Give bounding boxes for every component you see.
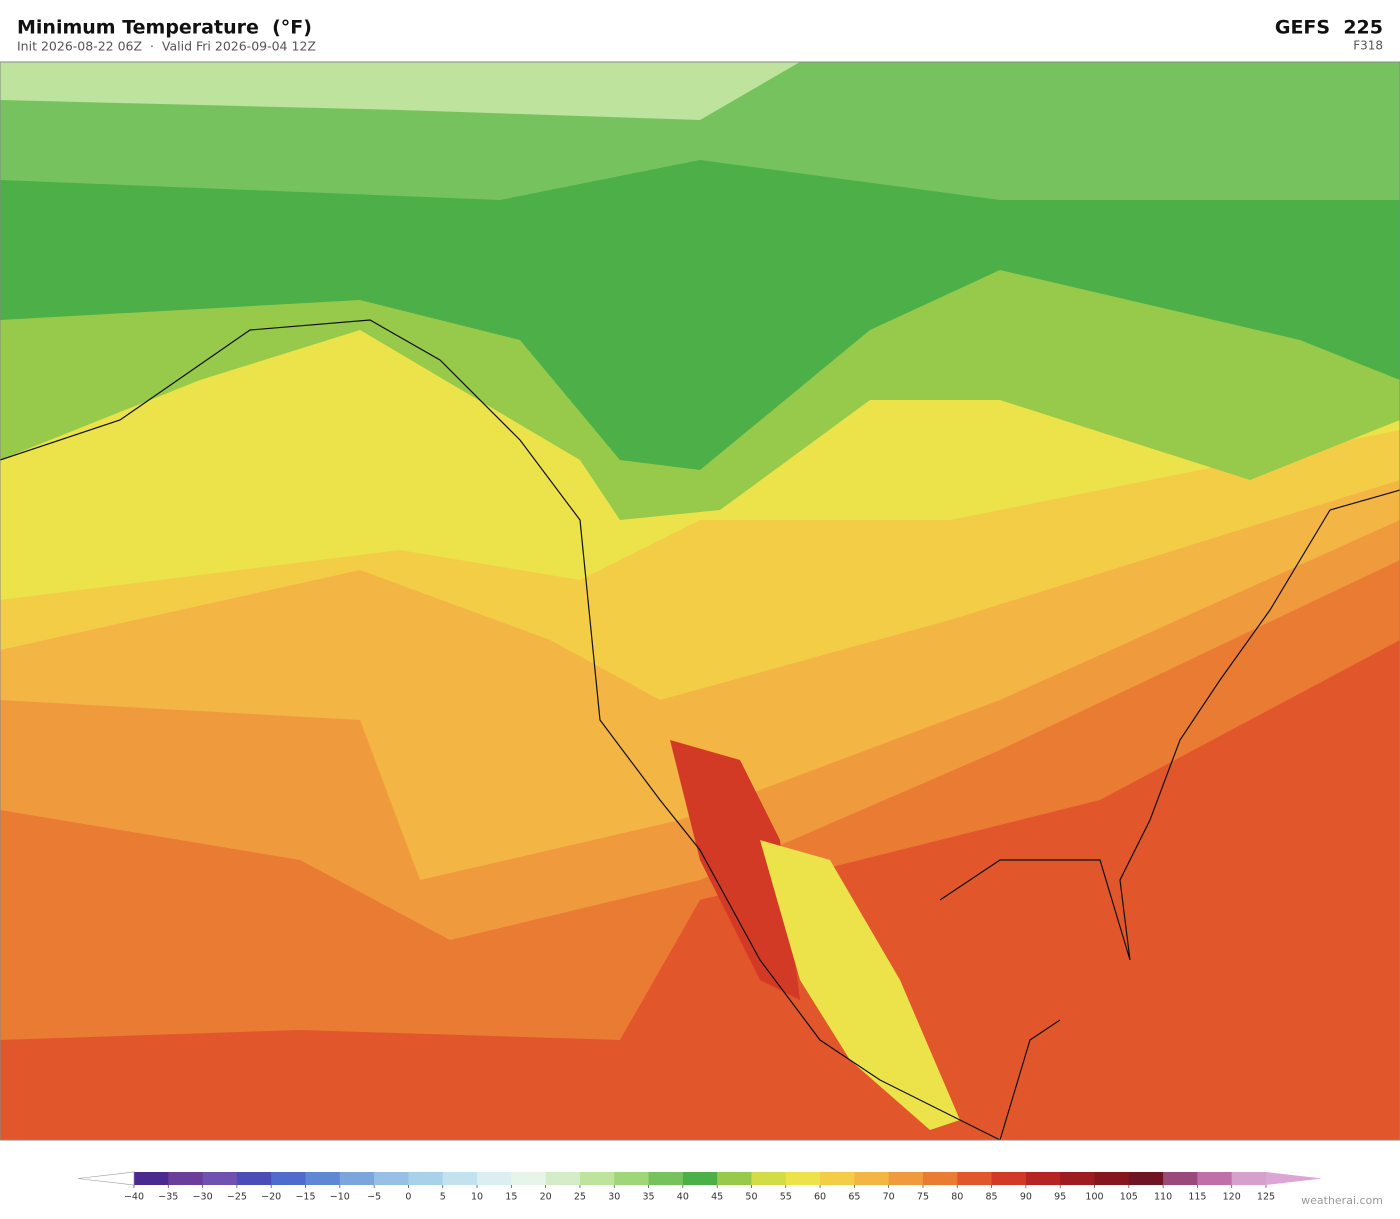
colorbar-tick-label: 45 bbox=[711, 1192, 723, 1203]
colorbar-tick-label: −35 bbox=[158, 1192, 178, 1203]
colorbar-segment bbox=[236, 1172, 272, 1185]
colorbar-tick-label: 75 bbox=[917, 1192, 929, 1203]
title: Minimum Temperature (°F) bbox=[17, 17, 312, 39]
colorbar-segment bbox=[477, 1172, 512, 1185]
colorbar-tick-label: 90 bbox=[1020, 1192, 1032, 1203]
colorbar-segment bbox=[1128, 1172, 1164, 1185]
colorbar-segment bbox=[1025, 1172, 1061, 1185]
colorbar-tick-label: 80 bbox=[951, 1192, 963, 1203]
colorbar-tick-label: 25 bbox=[574, 1192, 586, 1203]
temp-region bbox=[670, 740, 800, 1000]
colorbar-segment bbox=[648, 1172, 684, 1185]
colorbar-segment bbox=[1231, 1172, 1267, 1185]
colorbar: −40 −35 −30 −25 −20 −15 −10 −5 0 5 10 15 20 25 30 35 40 4… bbox=[77, 1171, 1322, 1203]
colorbar-segment bbox=[579, 1172, 615, 1185]
colorbar-tick-label: −30 bbox=[193, 1192, 213, 1203]
colorbar-segment bbox=[134, 1172, 169, 1185]
colorbar-segment bbox=[271, 1172, 307, 1185]
forecast-hour: F318 bbox=[1353, 39, 1383, 53]
colorbar-tick-label: 15 bbox=[505, 1192, 517, 1203]
colorbar-segment bbox=[408, 1172, 444, 1185]
subtitle: Init 2026-08-22 06Z · Valid Fri 2026-09-… bbox=[17, 39, 316, 54]
colorbar-tick-label: 95 bbox=[1054, 1192, 1066, 1203]
colorbar-segment bbox=[888, 1172, 924, 1185]
colorbar-tick-label: 120 bbox=[1223, 1192, 1241, 1203]
colorbar-segment bbox=[614, 1172, 650, 1185]
colorbar-segment bbox=[1060, 1172, 1095, 1185]
colorbar-segment bbox=[305, 1172, 341, 1185]
model: GEFS 225 bbox=[1275, 17, 1383, 39]
colorbar-segment bbox=[202, 1172, 238, 1185]
colorbar-segment bbox=[682, 1172, 718, 1185]
colorbar-segment bbox=[1197, 1172, 1233, 1185]
colorbar-tick-label: −40 bbox=[124, 1192, 144, 1203]
colorbar-segment bbox=[1163, 1172, 1198, 1185]
colorbar-segment bbox=[374, 1172, 409, 1185]
colorbar-tick-label: 30 bbox=[608, 1192, 620, 1203]
colorbar-segment bbox=[339, 1172, 375, 1185]
map bbox=[0, 61, 1400, 1141]
colorbar-segment bbox=[1094, 1172, 1130, 1185]
colorbar-tick-label: 125 bbox=[1257, 1192, 1275, 1203]
colorbar-tick-label: 105 bbox=[1120, 1192, 1138, 1203]
colorbar-tick-label: 70 bbox=[883, 1192, 895, 1203]
colorbar-extend-low bbox=[77, 1171, 135, 1186]
map-frame bbox=[0, 61, 1400, 1141]
credit: weatherai.com bbox=[1301, 1194, 1383, 1207]
colorbar-tick-label: 65 bbox=[848, 1192, 860, 1203]
colorbar-tick-label: 35 bbox=[642, 1192, 654, 1203]
colorbar-segment bbox=[785, 1172, 821, 1185]
colorbar-segment bbox=[820, 1172, 855, 1185]
colorbar-segment bbox=[442, 1172, 478, 1185]
colorbar-tick-label: 40 bbox=[677, 1192, 689, 1203]
colorbar-segment bbox=[991, 1172, 1027, 1185]
colorbar-segment bbox=[957, 1172, 993, 1185]
colorbar-tick-label: −15 bbox=[295, 1192, 315, 1203]
colorbar-segment bbox=[511, 1172, 547, 1185]
temp-region bbox=[0, 62, 800, 120]
colorbar-tick-label: 55 bbox=[780, 1192, 792, 1203]
colorbar-tick-label: 20 bbox=[540, 1192, 552, 1203]
colorbar-tick-label: 110 bbox=[1154, 1192, 1172, 1203]
colorbar-tick-label: 10 bbox=[471, 1192, 483, 1203]
colorbar-extend-high bbox=[1266, 1172, 1322, 1185]
colorbar-tick-label: 0 bbox=[405, 1192, 411, 1203]
colorbar-tick-label: −5 bbox=[367, 1192, 381, 1203]
colorbar-tick-label: −10 bbox=[330, 1192, 350, 1203]
colorbar-segment bbox=[717, 1172, 752, 1185]
colorbar-tick-label: 50 bbox=[745, 1192, 757, 1203]
colorbar-tick-label: −25 bbox=[227, 1192, 247, 1203]
colorbar-tick-label: 85 bbox=[986, 1192, 998, 1203]
colorbar-tick-label: 115 bbox=[1188, 1192, 1206, 1203]
colorbar-tick-label: −20 bbox=[261, 1192, 281, 1203]
coastline bbox=[0, 319, 1400, 1141]
colorbar-segment bbox=[168, 1172, 204, 1185]
colorbar-tick-label: 60 bbox=[814, 1192, 826, 1203]
colorbar-tick-label: 100 bbox=[1085, 1192, 1103, 1203]
colorbar-segment bbox=[751, 1172, 787, 1185]
colorbar-segment bbox=[545, 1172, 581, 1185]
temp-region bbox=[760, 840, 960, 1130]
colorbar-segment bbox=[922, 1172, 958, 1185]
colorbar-segment bbox=[854, 1172, 890, 1185]
colorbar-tick-label: 5 bbox=[440, 1192, 446, 1203]
